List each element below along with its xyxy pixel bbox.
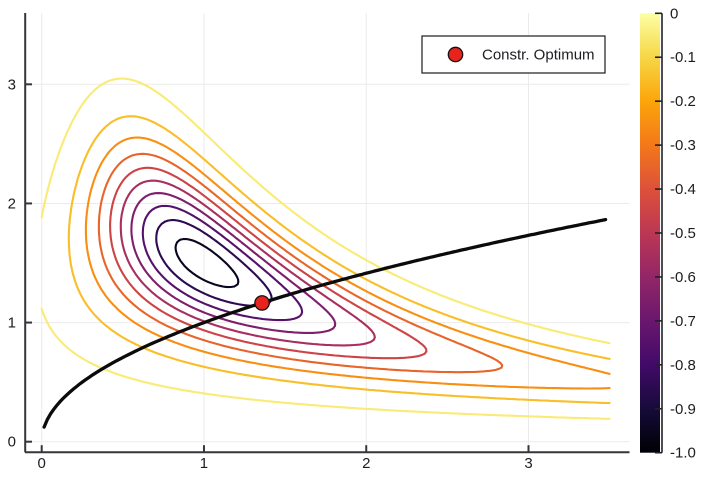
contour-ring — [141, 204, 304, 322]
contour-ring — [119, 179, 376, 347]
legend-label: Constr. Optimum — [482, 47, 595, 64]
contour-ring — [84, 136, 611, 390]
contour-ring — [130, 192, 337, 334]
optimum-marker — [254, 295, 270, 311]
contour-layer — [40, 77, 611, 420]
contour-ring — [174, 237, 240, 289]
colorbar-gradient — [640, 13, 660, 453]
colorbar-tick-label: 0 — [670, 5, 678, 22]
y-tick-label: 3 — [8, 76, 16, 93]
colorbar-tick-label: -0.5 — [670, 225, 696, 242]
colorbar-tick-label: -0.4 — [670, 181, 696, 198]
contour-ring — [155, 219, 273, 307]
constraint-layer — [42, 217, 608, 429]
contour-ring — [40, 77, 611, 420]
x-tick-label: 2 — [362, 455, 370, 472]
colorbar-tick-label: -0.6 — [670, 269, 696, 286]
x-tick-label: 0 — [38, 455, 46, 472]
y-tick-label: 2 — [8, 195, 16, 212]
colorbar: 0 -0.1 -0.2 -0.3 -0.4 -0.5 -0.6 -0.7 -0.8 -0.9 -1.… — [640, 5, 696, 462]
x-tick-label: 1 — [200, 455, 208, 472]
colorbar-tick-label: -0.8 — [670, 357, 696, 374]
colorbar-tick-label: -0.3 — [670, 137, 696, 154]
colorbar-tick-label: -0.7 — [670, 313, 696, 330]
y-tick-label: 0 — [8, 434, 16, 451]
colorbar-tick-label: -0.9 — [670, 401, 696, 418]
y-tick-label: 1 — [8, 315, 16, 332]
axis-layer: 0 1 2 3 0 1 2 3 — [8, 13, 630, 472]
colorbar-tick-label: -0.2 — [670, 93, 696, 110]
constraint-curve — [42, 217, 608, 429]
legend-marker-icon — [447, 46, 464, 63]
x-tick-label: 3 — [524, 455, 532, 472]
colorbar-tick-label: -0.1 — [670, 49, 696, 66]
colorbar-tick-label: -1.0 — [670, 445, 696, 462]
legend: Constr. Optimum — [421, 35, 606, 74]
contour-ring — [67, 115, 611, 405]
contour-ring — [109, 166, 428, 360]
